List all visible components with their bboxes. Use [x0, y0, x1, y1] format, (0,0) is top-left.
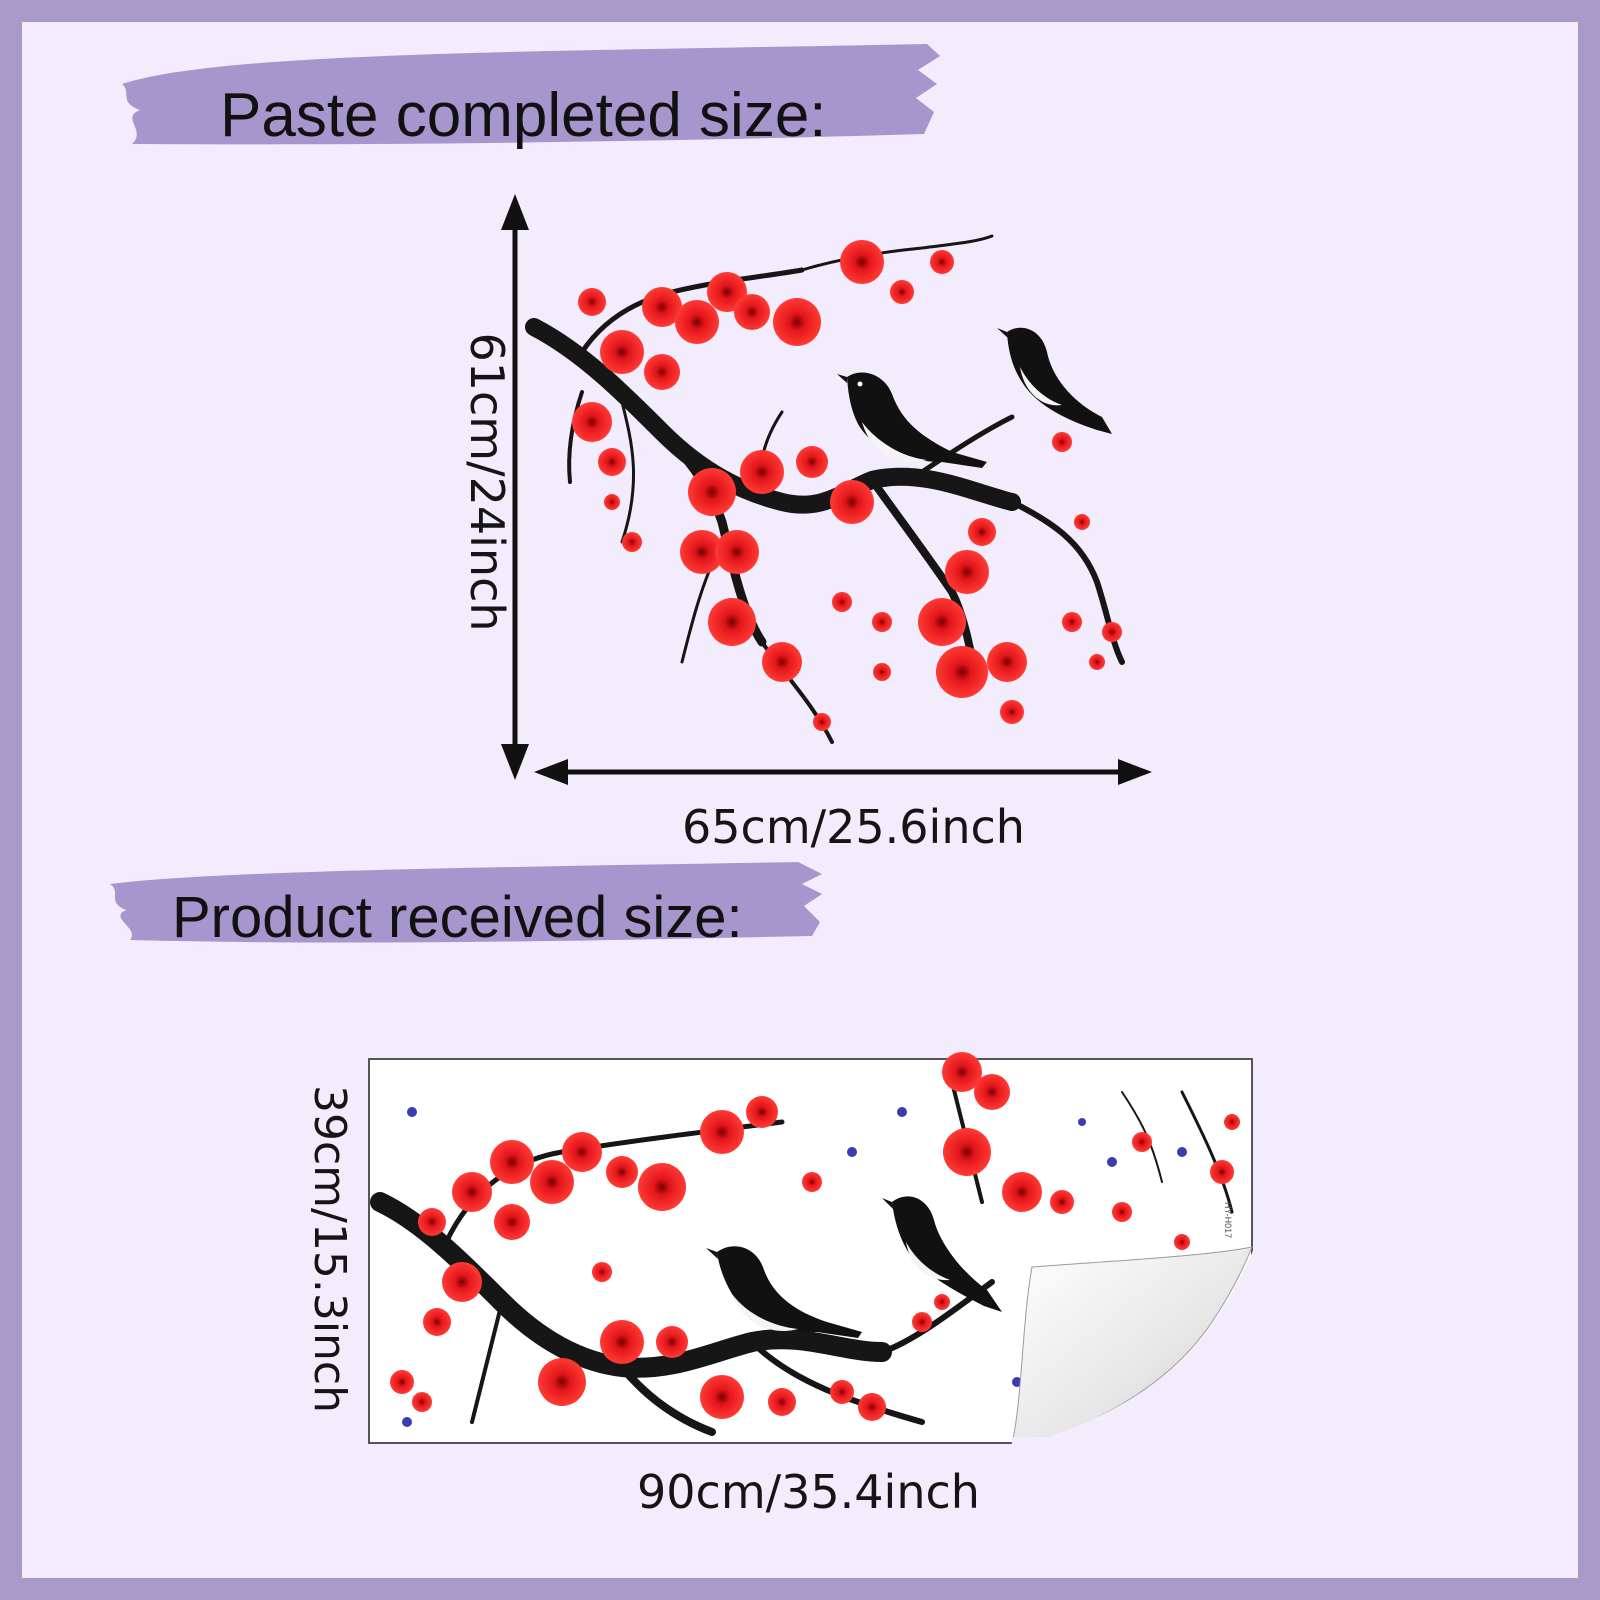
brush-stroke-completed [122, 44, 940, 145]
sheet-cutout [1022, 1248, 1254, 1445]
received-width-label: 90cm/35.4inch [637, 1465, 980, 1519]
completed-height-label: 61cm/24inch [460, 332, 514, 632]
sticker-sheet [368, 1052, 1253, 1445]
bird-right-sheet [882, 1196, 1002, 1312]
bird-left-completed [837, 372, 987, 468]
received-size-heading: Product received size: [172, 885, 743, 950]
bird-left-sheet [706, 1246, 862, 1338]
brush-stroke-received [110, 862, 822, 943]
width-arrow-completed [534, 759, 1152, 785]
completed-size-heading: Paste completed size: [220, 81, 827, 150]
height-arrow-completed [501, 194, 529, 780]
plum-branch-artwork-completed [525, 234, 1125, 744]
bird-right-completed [997, 327, 1112, 434]
sticker-code: HY-H017 [1223, 1202, 1233, 1238]
product-size-panel: HY-H017 Paste completed size: Product re… [22, 22, 1578, 1578]
received-height-label: 39cm/15.3inch [304, 1084, 355, 1414]
illustration-layer: HY-H017 [110, 44, 1254, 1445]
completed-width-label: 65cm/25.6inch [682, 800, 1025, 854]
